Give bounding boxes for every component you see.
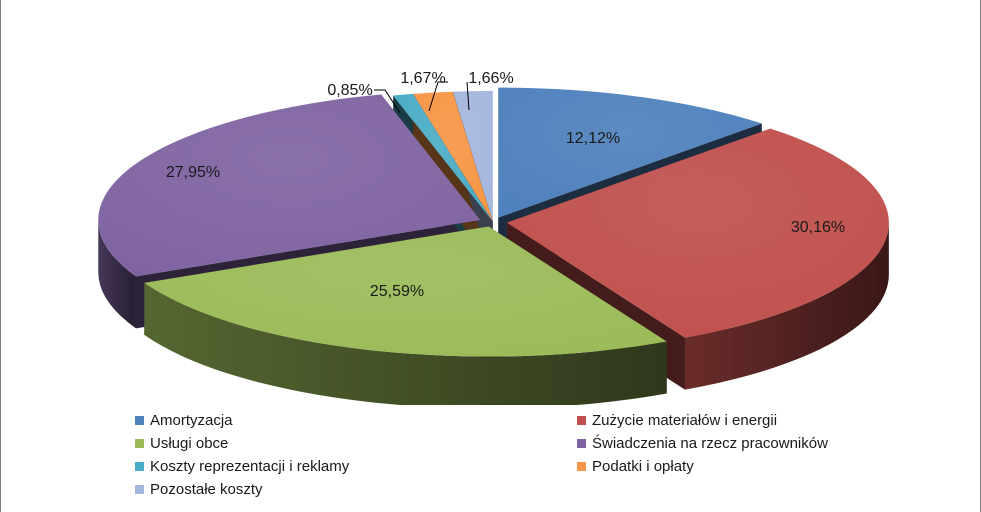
legend-label: Usługi obce bbox=[150, 434, 229, 452]
slice-side-zuzycie-materialow-i-energii bbox=[684, 222, 889, 390]
legend-item-zuzycie-materialow-i-energii: Zużycie materiałów i energii bbox=[577, 410, 915, 430]
slice-side-uslugi-obce bbox=[144, 282, 667, 405]
legend-swatch bbox=[577, 438, 586, 448]
leader-line-podatki-i-oplaty bbox=[428, 81, 448, 112]
legend-item-amortyzacja: Amortyzacja bbox=[135, 410, 577, 430]
legend-swatch bbox=[135, 415, 144, 425]
slice-side-swiadczenia-na-rzecz-pracownikow bbox=[98, 220, 136, 329]
data-label-pozostale-koszty: 1,66% bbox=[468, 70, 513, 87]
legend-item-uslugi-obce: Usługi obce bbox=[135, 433, 577, 453]
data-label-amortyzacja: 12,12% bbox=[566, 130, 620, 147]
leader-line-koszty-reprezentacji-i-reklamy bbox=[374, 89, 401, 114]
leader-line-pozostale-koszty bbox=[466, 81, 470, 111]
slice-podatki-i-oplaty[interactable] bbox=[413, 91, 493, 221]
legend-label: Koszty reprezentacji i reklamy bbox=[150, 457, 350, 475]
legend-item-koszty-reprezentacji-i-reklamy: Koszty reprezentacji i reklamy bbox=[135, 456, 577, 476]
slice-zuzycie-materialow-i-energii[interactable] bbox=[506, 128, 889, 338]
legend-item-swiadczenia-na-rzecz-pracownikow: Świadczenia na rzecz pracowników bbox=[577, 433, 915, 453]
legend-item-podatki-i-oplaty: Podatki i opłaty bbox=[577, 456, 915, 476]
legend-item-pozostale-koszty: Pozostałe koszty bbox=[135, 479, 577, 499]
legend-swatch bbox=[135, 461, 144, 471]
slice-tops bbox=[98, 87, 889, 357]
slice-pozostale-koszty[interactable] bbox=[453, 90, 493, 221]
data-label-koszty-reprezentacji-i-reklamy: 0,85% bbox=[327, 82, 372, 99]
legend-label: Świadczenia na rzecz pracowników bbox=[592, 434, 828, 452]
slice-sides bbox=[98, 220, 889, 405]
data-label-swiadczenia-na-rzecz-pracownikow: 27,95% bbox=[166, 164, 220, 181]
slice-uslugi-obce[interactable] bbox=[144, 226, 667, 357]
legend-label: Zużycie materiałów i energii bbox=[592, 411, 778, 429]
legend-swatch bbox=[135, 484, 144, 494]
legend-swatch bbox=[577, 461, 586, 471]
legend-label: Amortyzacja bbox=[150, 411, 233, 429]
slice-amortyzacja[interactable] bbox=[498, 87, 762, 218]
slice-swiadczenia-na-rzecz-pracownikow[interactable] bbox=[98, 94, 481, 277]
slice-koszty-reprezentacji-i-reklamy[interactable] bbox=[393, 93, 493, 222]
data-label-podatki-i-oplaty: 1,67% bbox=[400, 70, 445, 87]
pie-plot-area: 12,12% 30,16% 25,59% 27,95% 0,85% 1,67% 1,66% bbox=[98, 70, 889, 405]
legend: Amortyzacja Zużycie materiałów i energii U… bbox=[135, 410, 915, 499]
data-label-uslugi-obce: 25,59% bbox=[370, 283, 424, 300]
data-label-zuzycie-materialow-i-energii: 30,16% bbox=[791, 219, 845, 236]
legend-swatch bbox=[577, 415, 586, 425]
legend-swatch bbox=[135, 438, 144, 448]
legend-label: Podatki i opłaty bbox=[592, 457, 694, 475]
legend-label: Pozostałe koszty bbox=[150, 480, 263, 498]
